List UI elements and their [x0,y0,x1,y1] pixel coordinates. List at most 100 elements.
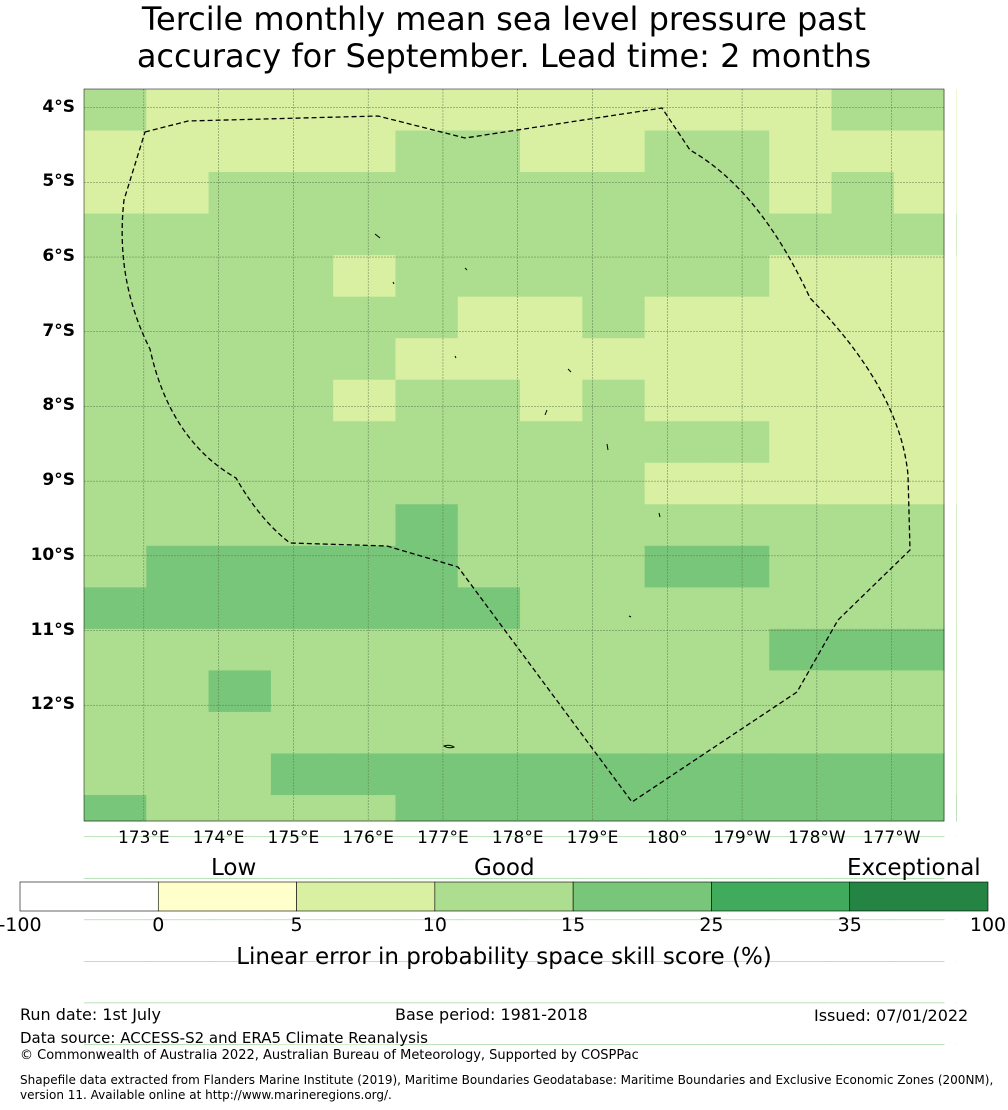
skill-cell [956,711,957,754]
skill-cell [520,878,583,879]
skill-cell [706,379,770,422]
shapefile-credit-line2: version 11. Available online at http://w… [20,1088,392,1102]
skill-cell [893,545,945,588]
skill-cell [208,504,272,547]
colorbar-swatch [849,881,989,912]
skill-cell [893,836,945,838]
skill-cell [520,961,583,962]
skill-cell [333,421,396,464]
skill-cell [582,587,646,630]
latitude-label: 11°S [30,619,75,640]
skill-cell [831,878,895,879]
skill-cell [395,836,459,838]
latitude-label: 10°S [30,544,75,565]
skill-cell [457,1002,521,1004]
skill-cell [520,1002,583,1004]
skill-cell [333,172,396,215]
skill-cell [831,255,895,298]
skill-cell [520,587,583,630]
skill-cell [457,462,521,505]
shapefile-credit-line1: Shapefile data extracted from Flanders M… [20,1073,994,1087]
skill-cell [395,628,459,671]
skill-cell [270,421,334,464]
skill-cell [644,421,708,464]
skill-cell [208,379,272,422]
skill-cell [520,130,583,173]
skill-cell [582,628,646,671]
skill-cell [831,462,895,505]
colorbar-tick-label: 0 [152,914,165,936]
issued-date: Issued: 07/01/2022 [814,1006,969,1025]
skill-cell [831,504,895,547]
skill-cell [582,961,646,962]
skill-cell [520,919,583,921]
skill-cell [831,670,895,713]
skill-cell [457,296,521,339]
skill-cell [893,878,945,879]
skill-cell [333,504,396,547]
skill-cell [84,255,147,298]
skill-cell [956,628,957,671]
skill-cell [520,172,583,215]
skill-cell [956,1002,957,1004]
skill-cell [769,878,833,879]
colorbar [19,881,989,912]
skill-cell [769,753,833,796]
skill-cell [333,670,396,713]
skill-cell [644,462,708,505]
skill-cell [333,462,396,505]
skill-cell [520,296,583,339]
skill-cell [457,878,521,879]
skill-cell [146,628,210,671]
skill-cell [333,1044,396,1045]
latitude-label: 5°S [42,171,75,192]
skill-cell [520,504,583,547]
skill-cell [520,711,583,754]
skill-cell [395,213,459,256]
colorbar-tick-label: 25 [699,914,724,936]
skill-cell [457,961,521,962]
skill-cell [208,421,272,464]
skill-cell [769,919,833,921]
skill-cell [146,587,210,630]
skill-cell [582,172,646,215]
skill-cell [457,670,521,713]
skill-cell [644,670,708,713]
skill-cell [893,504,945,547]
skill-cell [706,961,770,962]
skill-cell [84,545,147,588]
skill-cell [769,130,833,173]
skill-cell [893,255,945,298]
skill-cell [520,338,583,381]
skill-cell [84,338,147,381]
skill-cell [395,89,459,132]
skill-cell [956,878,957,879]
category-low-label: Low [211,855,257,881]
skill-cell [208,172,272,215]
skill-cell [582,878,646,879]
latitude-label: 4°S [42,96,75,117]
skill-cell [520,255,583,298]
skill-cell [582,836,646,838]
skill-cell [395,587,459,630]
longitude-label: 175°E [267,828,320,848]
skill-cell [520,213,583,256]
skill-cell [893,1002,945,1004]
skill-cell [270,628,334,671]
skill-cell [769,795,833,822]
skill-cell [769,587,833,630]
skill-cell [208,213,272,256]
skill-grid [84,89,957,1045]
skill-cell [956,296,957,339]
skill-cell [457,587,521,630]
skill-cell [582,296,646,339]
skill-cell [769,462,833,505]
skill-cell [956,753,957,796]
colorbar-swatch [572,881,712,912]
skill-cell [395,795,459,822]
skill-cell [208,961,272,962]
skill-cell [769,711,833,754]
skill-cell [769,89,833,132]
skill-cell [769,836,833,838]
longitude-label: 176°E [342,828,395,848]
